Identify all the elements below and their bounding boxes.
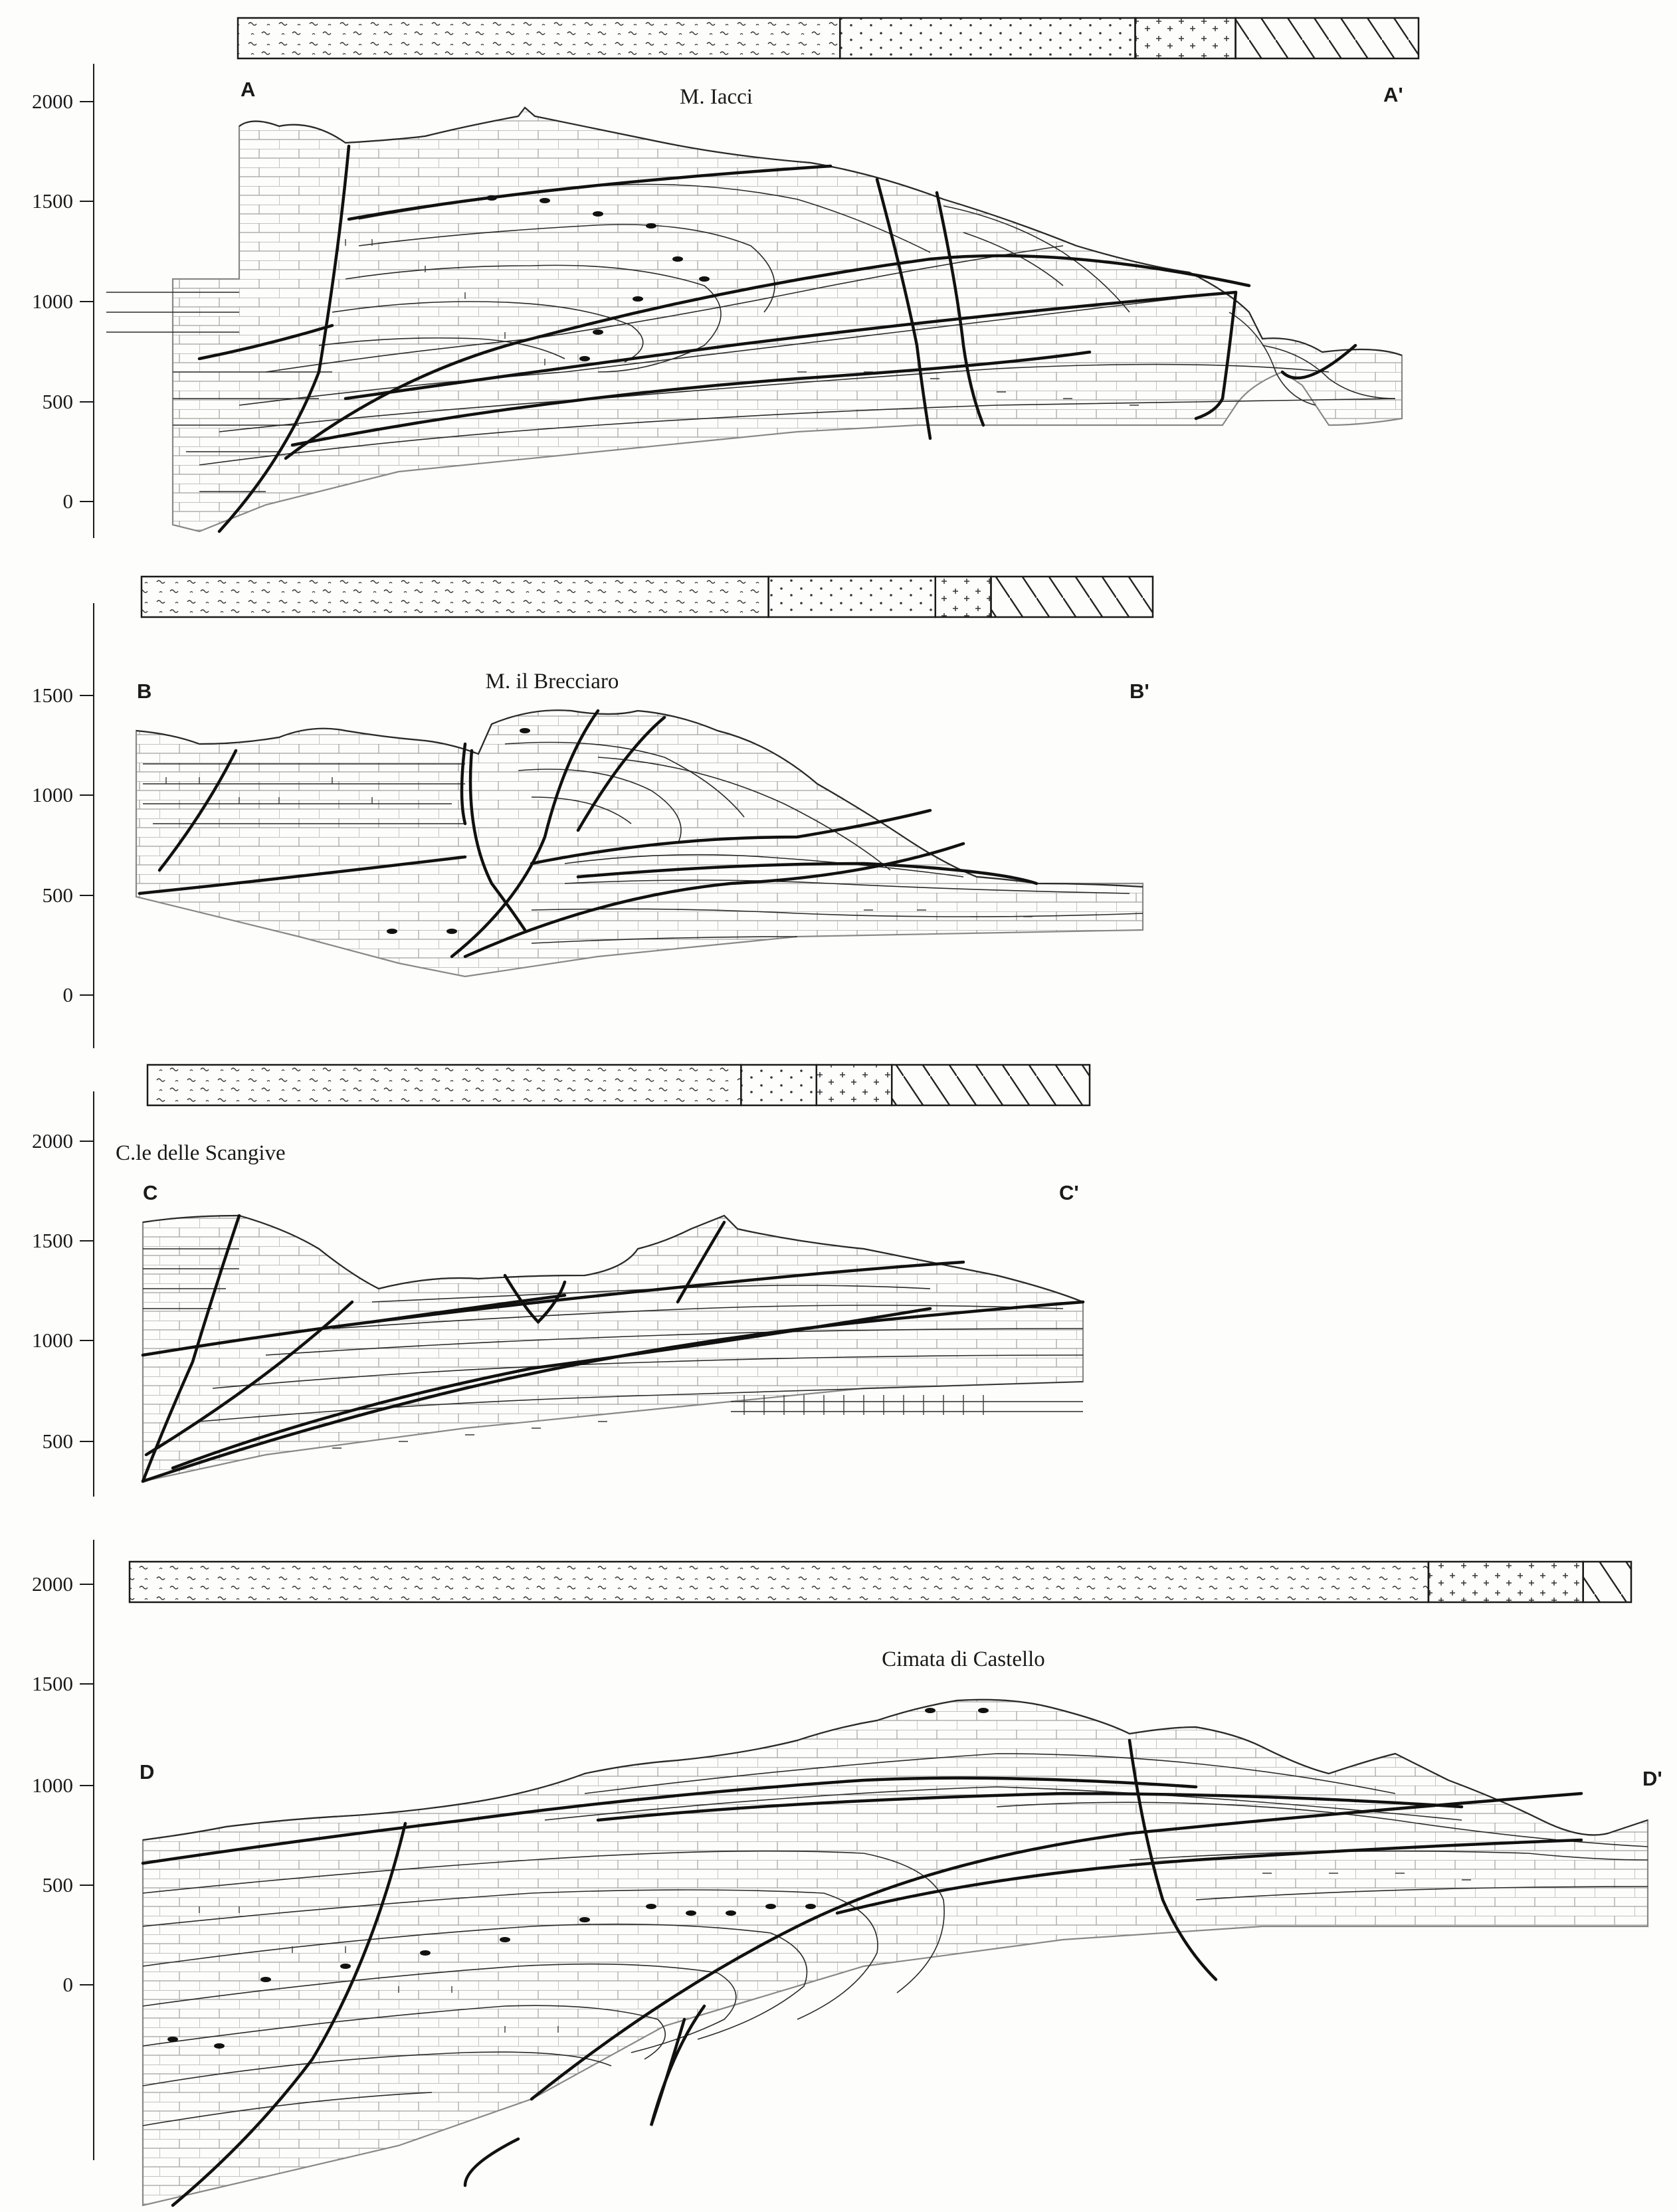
legend-segment-wavy [128, 1560, 1430, 1604]
y-tick-label: 1000 [32, 1329, 73, 1352]
section-end-label-a: A' [1383, 83, 1403, 106]
section-end-label-b: B' [1130, 680, 1149, 703]
y-tick-label: 500 [43, 1873, 74, 1896]
legend-segment-hatched [1582, 1560, 1632, 1604]
y-tick-label: 1500 [32, 189, 73, 213]
section-start-label-a: A [241, 78, 255, 101]
peak-label-c-le-delle-scangive: C.le delle Scangive [116, 1141, 286, 1165]
y-tick-label: 1000 [32, 290, 73, 313]
legend-segment-cross [1427, 1560, 1584, 1604]
faults-a [197, 144, 1357, 533]
legend-bar-a [237, 17, 1420, 60]
section-end-label-c: C' [1059, 1181, 1079, 1204]
legend-bar-d [128, 1560, 1632, 1604]
legend-segment-cross [815, 1063, 893, 1107]
legend-bar-c [146, 1063, 1091, 1107]
faults-c [141, 1214, 1085, 1483]
elevation-ticks-b: 1500 1000 500 0 [32, 684, 94, 1006]
y-tick-label: 1000 [32, 783, 73, 806]
strata-body-a [106, 106, 1403, 533]
y-tick-label: 1500 [32, 1672, 73, 1695]
faults-d [141, 1738, 1583, 2207]
y-tick-label: 1500 [32, 1229, 73, 1252]
y-tick-label: 2000 [32, 1572, 73, 1596]
peak-label-m-iacci: M. Iacci [680, 85, 753, 109]
elevation-ticks-d: 2000 1500 1000 500 0 [32, 1572, 94, 1996]
legend-segment-hatched [890, 1063, 1091, 1107]
section-end-label-d: D' [1642, 1767, 1662, 1790]
y-tick-label: 1500 [32, 684, 73, 707]
faults-b [138, 709, 1038, 959]
legend-segment-cross [934, 575, 992, 618]
y-tick-label: 0 [63, 983, 74, 1006]
legend-segment-cross [1134, 17, 1236, 60]
y-tick-label: 0 [63, 1973, 74, 1996]
elevation-ticks-c: 2000 1500 1000 500 [32, 1129, 94, 1453]
y-tick-label: 500 [43, 390, 74, 413]
cross-section-b: 1500 1000 500 0 B B' M. il Brecciaro [32, 575, 1154, 1048]
elevation-ticks-a: 2000 1500 1000 500 0 [32, 90, 94, 513]
legend-segment-hatched [990, 575, 1154, 618]
legend-segment-dotted [839, 17, 1136, 60]
y-tick-label: 500 [43, 883, 74, 907]
strata-body-b [135, 709, 1144, 978]
strata-body-d [142, 1699, 1649, 2207]
section-start-label-b: B [137, 680, 151, 703]
legend-segment-wavy [146, 1063, 742, 1107]
cross-section-d: 2000 1500 1000 500 0 Cimata di Castello … [32, 1540, 1662, 2207]
legend-segment-dotted [767, 575, 937, 618]
legend-segment-wavy [237, 17, 841, 60]
y-tick-label: 2000 [32, 1129, 73, 1152]
peak-label-cimata-di-castello: Cimata di Castello [882, 1647, 1045, 1671]
legend-bar-b [140, 575, 1154, 618]
y-tick-label: 2000 [32, 90, 73, 113]
y-tick-label: 0 [63, 490, 74, 513]
y-tick-label: 1000 [32, 1774, 73, 1797]
strata-body-c [142, 1214, 1084, 1483]
peak-label-m-il-brecciaro: M. il Brecciaro [486, 670, 619, 693]
legend-segment-hatched [1234, 17, 1420, 60]
section-start-label-c: C [143, 1181, 157, 1204]
cross-section-a: 2000 1500 1000 500 0 A A' M. Iacci [32, 17, 1420, 538]
y-tick-label: 500 [43, 1429, 74, 1453]
cross-section-c: 2000 1500 1000 500 C.le delle Scangive C… [32, 1063, 1091, 1497]
legend-segment-wavy [140, 575, 769, 618]
section-start-label-d: D [140, 1760, 154, 1784]
legend-segment-dotted [740, 1063, 818, 1107]
